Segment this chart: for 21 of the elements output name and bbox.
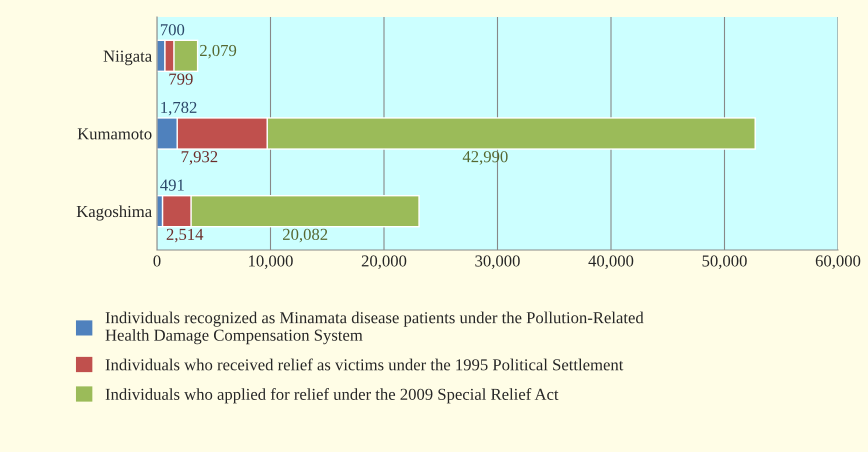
data-label: 491 (160, 179, 184, 191)
data-label: 2,079 (200, 44, 236, 59)
legend-label: Individuals who applied for relief under the 2009 Special Relief Act (106, 388, 558, 404)
data-label: 1,782 (161, 102, 196, 116)
legend-label: Individuals recognized as Minamata disease patients under the Pollution-Related Health Damage Compensation System (105, 312, 644, 344)
data-label: 2,514 (166, 228, 204, 242)
x-tick-label: 0 (153, 255, 161, 267)
data-label: 20,082 (283, 228, 328, 242)
x-tick-label: 20,000 (362, 255, 406, 269)
x-tick-label: 10,000 (249, 255, 293, 269)
x-tick-label: 40,000 (588, 255, 634, 269)
y-tick-label: Kumamoto (78, 128, 152, 140)
x-tick-label: 60,000 (816, 255, 860, 269)
data-label: 799 (169, 73, 193, 85)
x-tick-label: 50,000 (702, 255, 747, 269)
data-label: 700 (160, 24, 184, 36)
y-tick-label: Kagoshima (76, 205, 152, 221)
x-tick-label: 30,000 (475, 255, 520, 269)
legend-label: Individuals who received relief as victims under the 1995 Political Settlement (106, 358, 624, 370)
data-label: 7,932 (182, 151, 218, 165)
y-tick-label: Niigata (104, 50, 152, 66)
